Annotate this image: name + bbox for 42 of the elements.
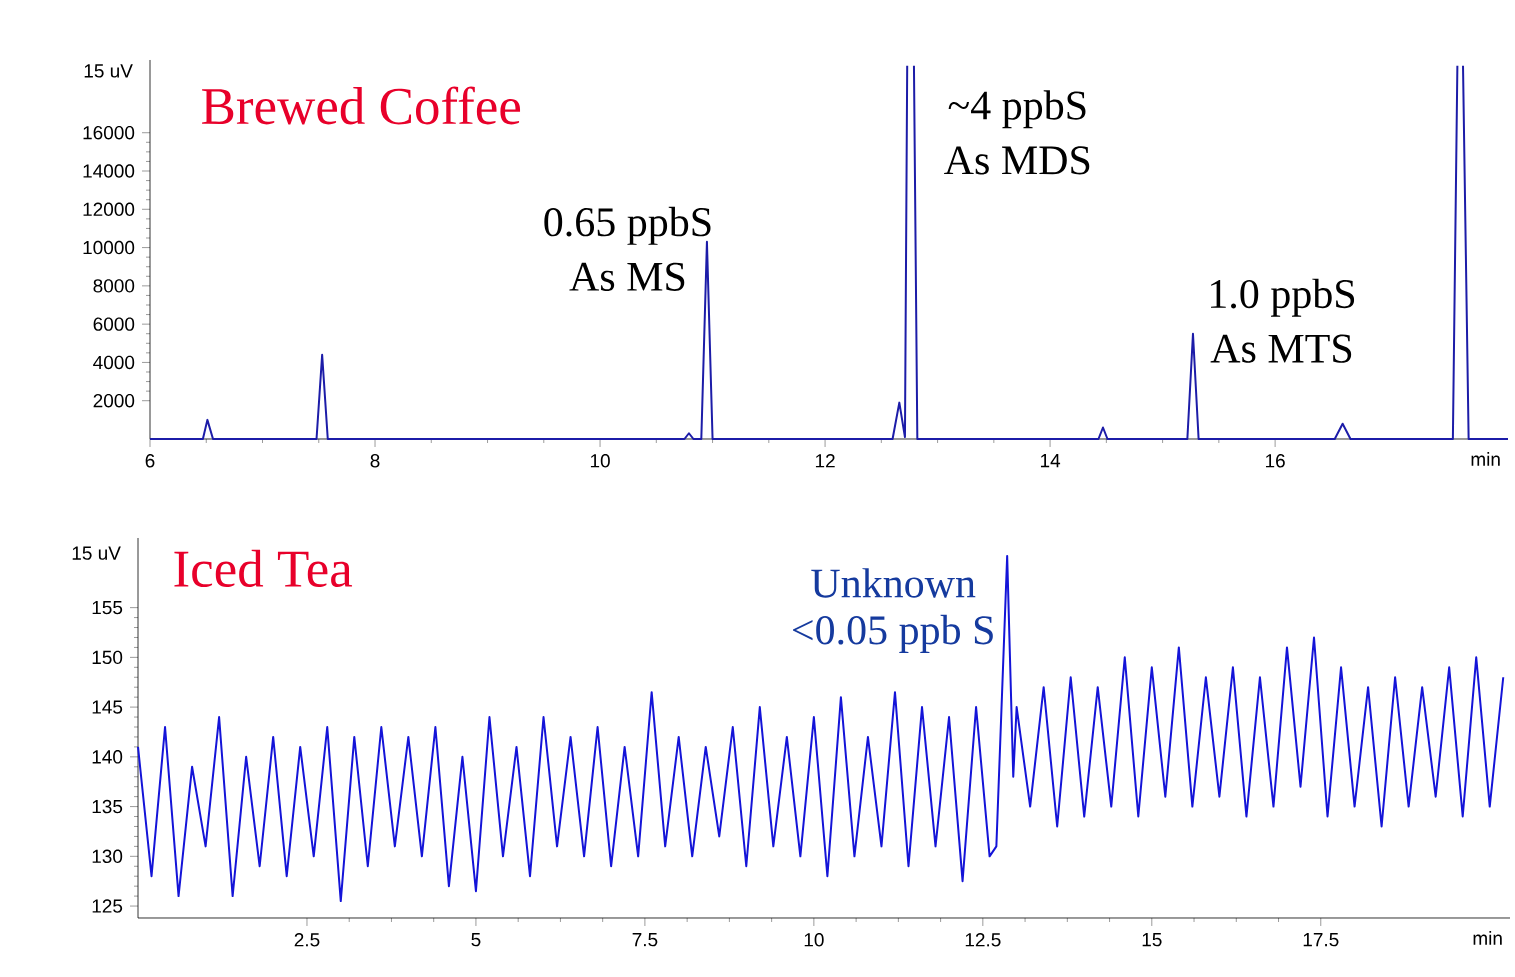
y-tick-label: 14000 xyxy=(83,164,135,178)
x-tick-label: 8 xyxy=(370,454,380,468)
y-tick-label: 130 xyxy=(92,849,123,864)
y-tick-label: 10000 xyxy=(83,240,135,255)
y-tick-label: 12000 xyxy=(83,202,135,217)
x-tick-label: 6 xyxy=(145,454,155,468)
annotation: As MS xyxy=(569,262,685,291)
y-tick-label: 125 xyxy=(92,899,123,913)
y-axis-title: 15 uV xyxy=(84,64,133,78)
y-tick-label: 135 xyxy=(92,799,123,814)
y-tick-label: 140 xyxy=(92,750,123,764)
annotation: 0.65 ppbS xyxy=(544,206,711,245)
x-axis-title: min xyxy=(1471,452,1500,466)
annotation: As MTS xyxy=(1210,334,1352,363)
x-tick-label: 14 xyxy=(1040,454,1061,468)
annotation: 1.0 ppbS xyxy=(1211,278,1355,317)
y-tick-label: 145 xyxy=(92,700,123,714)
x-tick-label: 12 xyxy=(815,454,835,468)
y-tick-label: 6000 xyxy=(93,317,135,331)
x-tick-label: 10 xyxy=(590,454,610,468)
x-tick-label: 10 xyxy=(804,933,824,947)
x-tick-label: 16 xyxy=(1265,454,1285,468)
x-tick-label: 12.5 xyxy=(965,933,1001,947)
y-tick-label: 150 xyxy=(92,650,123,665)
y-tick-label: 155 xyxy=(92,600,123,615)
chart-title: Iced Tea xyxy=(174,549,353,588)
chart-title: Brewed Coffee xyxy=(202,86,521,125)
x-tick-label: 7.5 xyxy=(632,933,658,947)
y-tick-label: 2000 xyxy=(93,393,135,408)
x-tick-label: 17.5 xyxy=(1303,933,1339,947)
annotation: As MDS xyxy=(944,146,1090,175)
x-axis-title: min xyxy=(1473,931,1502,945)
x-tick-label: 2.5 xyxy=(294,933,320,947)
y-axis-title: 15 uV xyxy=(72,546,121,560)
annotation: <0.05 ppb S xyxy=(793,614,993,653)
annotation: ~4 ppbS xyxy=(948,90,1086,129)
y-tick-label: 4000 xyxy=(93,355,135,370)
y-tick-label: 16000 xyxy=(83,126,135,140)
y-tick-label: 8000 xyxy=(93,279,135,293)
x-tick-label: 15 xyxy=(1142,933,1162,947)
x-tick-label: 5 xyxy=(471,933,481,947)
annotation: Unknown xyxy=(811,568,976,598)
